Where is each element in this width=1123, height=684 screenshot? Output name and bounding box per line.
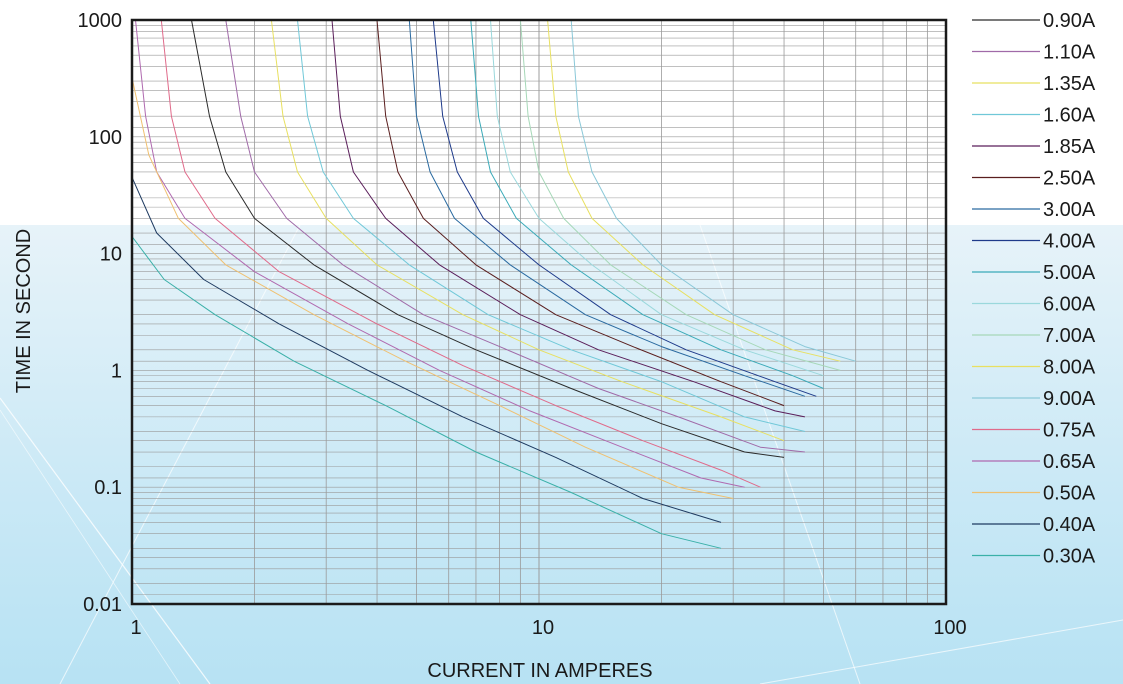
legend-label: 1.85A [1043, 136, 1096, 158]
x-tick-label: 100 [933, 617, 966, 639]
series-line-1.60A [297, 19, 806, 432]
series-layer [131, 19, 856, 549]
series-line-5.00A [470, 19, 824, 389]
legend-label: 2.50A [1043, 168, 1096, 190]
series-line-0.90A [191, 19, 785, 458]
legend-label: 5.00A [1043, 262, 1096, 284]
plot-border [130, 18, 948, 606]
legend-label: 8.00A [1043, 357, 1096, 379]
y-axis-label: TIME IN SECOND [13, 229, 35, 393]
chart-background [0, 225, 1123, 684]
legend-label: 4.00A [1043, 231, 1096, 253]
series-line-1.35A [270, 19, 785, 442]
series-line-4.00A [432, 19, 817, 397]
legend-label: 1.35A [1043, 73, 1096, 95]
series-line-1.10A [225, 19, 805, 453]
series-line-0.75A [160, 19, 761, 488]
series-line-2.50A [376, 19, 785, 407]
y-tick-label: 10 [100, 244, 122, 266]
x-tick-labels: 1 10 100 [130, 617, 966, 639]
background-decoration [0, 224, 1123, 684]
series-line-8.00A [547, 19, 841, 362]
legend-label: 1.60A [1043, 105, 1096, 127]
y-tick-label: 0.01 [83, 594, 122, 616]
series-line-1.85A [331, 19, 805, 418]
series-line-0.65A [135, 19, 745, 488]
series-line-0.50A [131, 77, 734, 499]
y-tick-label: 0.1 [94, 477, 122, 499]
x-axis-label: CURRENT IN AMPERES [427, 660, 652, 682]
legend-label: 0.65A [1043, 451, 1096, 473]
y-tick-label: 100 [89, 127, 122, 149]
legend-label: 7.00A [1043, 325, 1096, 347]
series-line-6.00A [490, 19, 824, 377]
y-tick-label: 1000 [78, 10, 123, 32]
legend-label: 0.30A [1043, 546, 1096, 568]
y-tick-label: 1 [111, 360, 122, 382]
legend-label: 0.40A [1043, 514, 1096, 536]
series-line-9.00A [570, 19, 856, 362]
series-line-7.00A [519, 19, 841, 371]
legend-label: 6.00A [1043, 294, 1096, 316]
series-line-3.00A [408, 19, 806, 397]
legend: 0.90A 1.10A 1.35A 1.60A 1.85A 2.50A 3.00A 4.00A… [972, 10, 1096, 568]
y-tick-labels: 0.01 0.1 1 10 100 1000 [78, 10, 123, 616]
legend-label: 3.00A [1043, 199, 1096, 221]
legend-label: 0.50A [1043, 483, 1096, 505]
x-tick-label: 1 [130, 617, 141, 639]
legend-label: 0.75A [1043, 420, 1096, 442]
legend-label: 1.10A [1043, 42, 1096, 64]
legend-label: 0.90A [1043, 10, 1096, 32]
series-line-0.30A [131, 236, 722, 549]
grid-lines [131, 20, 947, 605]
x-tick-label: 10 [532, 617, 554, 639]
series-line-0.40A [131, 177, 722, 523]
legend-label: 9.00A [1043, 388, 1096, 410]
